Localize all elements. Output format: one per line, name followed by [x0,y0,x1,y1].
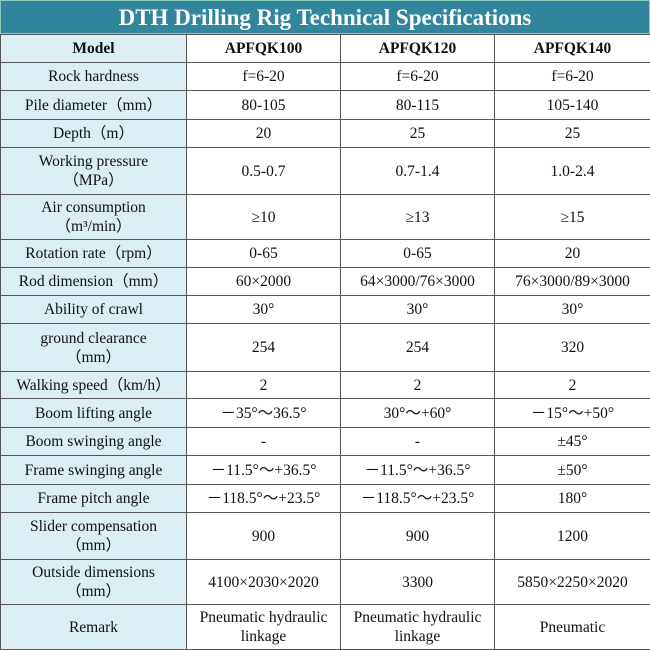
cell: 30°～+60° [340,398,495,428]
cell: 64×3000/76×3000 [340,267,495,296]
cell: 3300 [340,559,495,605]
row-label: Frame swinging angle [0,455,187,485]
row-label: Remark [0,604,187,650]
cell: ≥10 [186,194,341,240]
cell: 80-115 [340,90,495,120]
row: Ability of crawl 30° 30° 30° [0,295,650,324]
cell: 0.7-1.4 [340,147,495,195]
cell: APFQK120 [340,34,495,63]
row: Boom lifting angle －35°～36.5° 30°～+60° －15°… [0,398,650,428]
cell: 2 [494,371,650,399]
cell: ≥13 [340,194,495,240]
cell: ±50° [494,455,650,485]
cell: 105-140 [494,90,650,120]
cell: 2 [340,371,495,399]
cell: 5850×2250×2020 [494,559,650,605]
cell: 900 [186,512,341,560]
cell: 0-65 [340,239,495,268]
cell: f=6-20 [340,62,495,91]
cell: 25 [494,119,650,148]
cell: 76×3000/89×3000 [494,267,650,296]
cell: f=6-20 [186,62,341,91]
row-label: Rock hardness [0,62,187,91]
cell: 0.5-0.7 [186,147,341,195]
cell: －15°～+50° [494,398,650,428]
cell: －11.5°～+36.5° [186,455,341,485]
row: Frame swinging angle －11.5°～+36.5° －11.5°～… [0,455,650,485]
cell: 254 [340,323,495,372]
row-label: Ability of crawl [0,295,187,324]
spec-table: Model APFQK100 APFQK120 APFQK140 Rock hardne… [0,34,650,650]
cell: 20 [494,239,650,268]
row: Rod dimension（mm） 60×2000 64×3000/76×3000 7… [0,267,650,296]
cell: 30° [340,295,495,324]
row-label: Model [0,34,187,63]
row-label: Slider compensation （mm） [0,512,187,560]
row: Frame pitch angle －118.5°～+23.5° －118.5°～+… [0,484,650,513]
cell: －118.5°～+23.5° [340,484,495,513]
row: Walking speed（km/h） 2 2 2 [0,371,650,399]
cell: 900 [340,512,495,560]
header-row: Model APFQK100 APFQK120 APFQK140 [0,34,650,63]
row-label: Boom swinging angle [0,427,187,456]
cell: 0-65 [186,239,341,268]
cell: －118.5°～+23.5° [186,484,341,513]
row-label: Rotation rate（rpm） [0,239,187,268]
row: Boom swinging angle - - ±45° [0,427,650,456]
row: ground clearance （mm） 254 254 320 [0,323,650,372]
row: Rotation rate（rpm） 0-65 0-65 20 [0,239,650,268]
row-label: Frame pitch angle [0,484,187,513]
cell: Pneumatic hydraulic linkage [340,604,495,650]
cell: ±45° [494,427,650,456]
row-label: Working pressure （MPa） [0,147,187,195]
row: Remark Pneumatic hydraulic linkage Pneumat… [0,604,650,650]
row-label: Outside dimensions （mm） [0,559,187,605]
row: Air consumption （m³/min） ≥10 ≥13 ≥15 [0,194,650,240]
cell: 254 [186,323,341,372]
cell: －35°～36.5° [186,398,341,428]
cell: - [186,427,341,456]
cell: 25 [340,119,495,148]
cell: 320 [494,323,650,372]
cell: f=6-20 [494,62,650,91]
cell: 80-105 [186,90,341,120]
cell: Pneumatic hydraulic linkage [186,604,341,650]
row: Slider compensation （mm） 900 900 1200 [0,512,650,560]
cell: 20 [186,119,341,148]
row-label: ground clearance （mm） [0,323,187,372]
cell: APFQK100 [186,34,341,63]
title: DTH Drilling Rig Technical Specification… [0,0,650,34]
row-label: Pile diameter（mm） [0,90,187,120]
cell: Pneumatic [494,604,650,650]
cell: 180° [494,484,650,513]
cell: - [340,427,495,456]
cell: 30° [494,295,650,324]
row-label: Depth（m） [0,119,187,148]
cell: 2 [186,371,341,399]
row: Depth（m） 20 25 25 [0,119,650,148]
row-label: Air consumption （m³/min） [0,194,187,240]
cell: APFQK140 [494,34,650,63]
cell: 60×2000 [186,267,341,296]
row-label: Boom lifting angle [0,398,187,428]
row: Rock hardness f=6-20 f=6-20 f=6-20 [0,62,650,91]
row: Pile diameter（mm） 80-105 80-115 105-140 [0,90,650,120]
row-label: Walking speed（km/h） [0,371,187,399]
cell: 4100×2030×2020 [186,559,341,605]
cell: －11.5°～+36.5° [340,455,495,485]
row-label: Rod dimension（mm） [0,267,187,296]
row: Outside dimensions （mm） 4100×2030×2020 330… [0,559,650,605]
cell: 1.0-2.4 [494,147,650,195]
cell: 30° [186,295,341,324]
cell: ≥15 [494,194,650,240]
cell: 1200 [494,512,650,560]
row: Working pressure （MPa） 0.5-0.7 0.7-1.4 1.0-… [0,147,650,195]
